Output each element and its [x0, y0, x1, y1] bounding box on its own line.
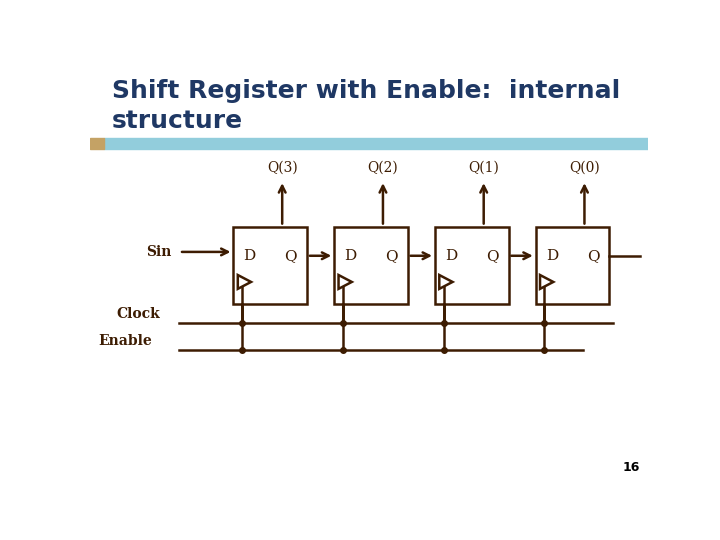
Text: Q(0): Q(0) — [569, 161, 600, 175]
Text: Q: Q — [587, 249, 599, 263]
Polygon shape — [439, 275, 453, 289]
Text: D: D — [243, 249, 256, 263]
Text: Shift Register with Enable:  internal: Shift Register with Enable: internal — [112, 79, 620, 103]
Polygon shape — [338, 275, 352, 289]
Polygon shape — [540, 275, 553, 289]
Text: D: D — [445, 249, 457, 263]
Text: 16: 16 — [623, 462, 640, 475]
Bar — [90, 138, 104, 148]
Bar — [104, 138, 662, 148]
Text: Clock: Clock — [116, 307, 160, 321]
Bar — [536, 226, 609, 303]
Bar — [334, 226, 408, 303]
Bar — [233, 226, 307, 303]
Polygon shape — [238, 275, 251, 289]
Text: Q(3): Q(3) — [267, 161, 297, 175]
Text: D: D — [546, 249, 558, 263]
Bar — [435, 226, 508, 303]
Text: Q: Q — [486, 249, 499, 263]
Text: Enable: Enable — [98, 334, 152, 348]
Text: Q: Q — [385, 249, 398, 263]
Text: D: D — [344, 249, 356, 263]
Text: Q: Q — [284, 249, 297, 263]
Text: structure: structure — [112, 110, 243, 133]
Text: Sin: Sin — [146, 245, 171, 259]
Text: Q(2): Q(2) — [368, 161, 398, 175]
Text: Q(1): Q(1) — [468, 161, 499, 175]
